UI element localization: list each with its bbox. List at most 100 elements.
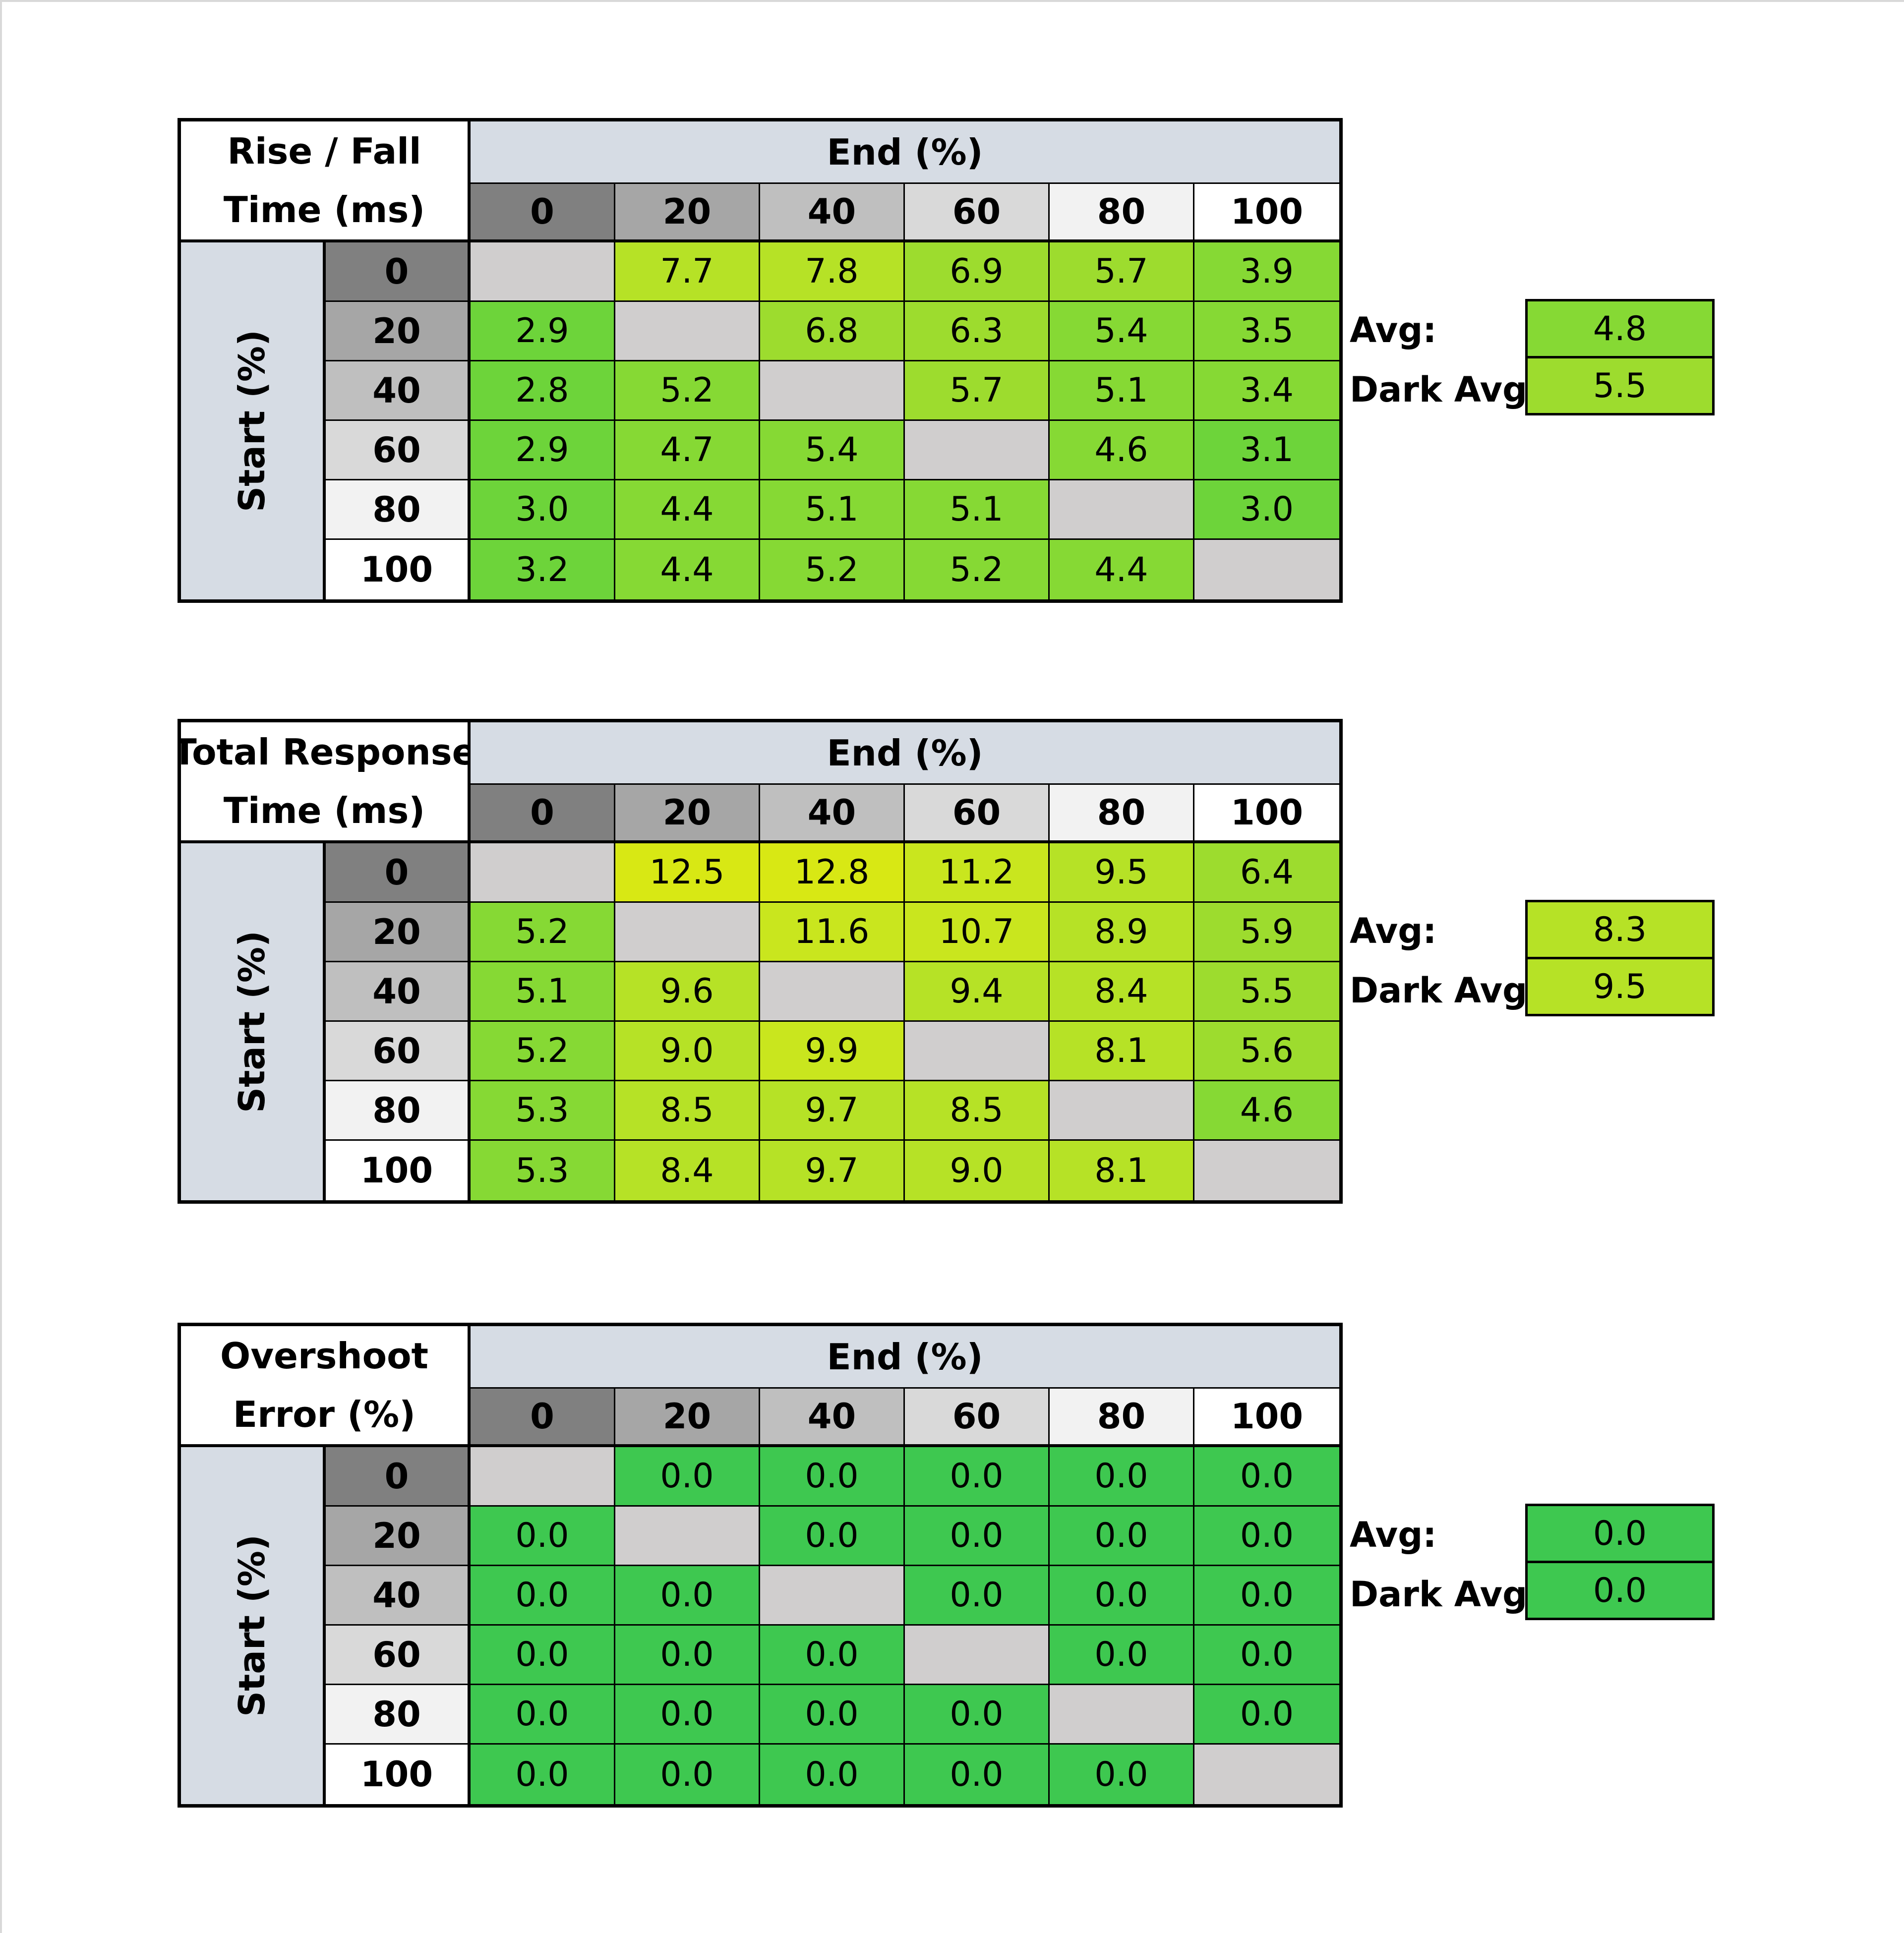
column-header: 60 <box>905 184 1050 242</box>
value-cell: 10.7 <box>905 903 1050 962</box>
empty-cell <box>471 242 615 302</box>
value-cell: 0.0 <box>1194 1566 1339 1626</box>
start-axis-label: Start (%) <box>181 242 326 599</box>
row-header: 100 <box>326 1745 471 1804</box>
value-cell: 0.0 <box>905 1745 1050 1804</box>
value-cell: 6.4 <box>1194 843 1339 903</box>
empty-cell <box>471 1447 615 1507</box>
value-cell: 0.0 <box>1194 1626 1339 1685</box>
value-cell: 5.1 <box>1050 361 1194 421</box>
row-header: 0 <box>326 843 471 903</box>
empty-cell <box>760 962 905 1022</box>
dark-avg-label: Dark Avg: <box>1350 369 1542 410</box>
value-cell: 0.0 <box>905 1507 1050 1566</box>
row-header: 100 <box>326 540 471 599</box>
empty-cell <box>760 1566 905 1626</box>
column-header: 80 <box>1050 184 1194 242</box>
empty-cell <box>1050 1685 1194 1745</box>
column-header: 0 <box>471 184 615 242</box>
column-header: 100 <box>1194 1389 1339 1447</box>
row-header: 60 <box>326 421 471 480</box>
value-cell: 5.4 <box>1050 302 1194 361</box>
row-header: 60 <box>326 1022 471 1081</box>
empty-cell <box>615 903 760 962</box>
value-cell: 4.4 <box>1050 540 1194 599</box>
value-cell: 12.5 <box>615 843 760 903</box>
empty-cell <box>905 421 1050 480</box>
column-header: 0 <box>471 1389 615 1447</box>
start-axis-label: Start (%) <box>181 843 326 1200</box>
value-cell: 8.1 <box>1050 1022 1194 1081</box>
heatmap-table: Total Response Time (ms) End (%) 0 20 40 60 80 1… <box>178 719 1343 1204</box>
row-header: 0 <box>326 242 471 302</box>
row-header: 100 <box>326 1141 471 1200</box>
value-cell: 5.1 <box>905 480 1050 540</box>
value-cell: 5.4 <box>760 421 905 480</box>
value-cell: 5.2 <box>471 1022 615 1081</box>
heatmap-table: Overshoot Error (%) End (%) 0 20 40 60 80 100 Sta… <box>178 1323 1343 1808</box>
heatmap-panel: Total Response Time (ms) End (%) 0 20 40 60 80 1… <box>0 719 1904 1215</box>
value-cell: 0.0 <box>760 1447 905 1507</box>
value-cell: 9.0 <box>615 1022 760 1081</box>
value-cell: 3.5 <box>1194 302 1339 361</box>
value-cell: 12.8 <box>760 843 905 903</box>
value-cell: 9.0 <box>905 1141 1050 1200</box>
value-cell: 5.6 <box>1194 1022 1339 1081</box>
value-cell: 0.0 <box>471 1566 615 1626</box>
column-header: 0 <box>471 785 615 843</box>
dark-avg-value: 0.0 <box>1525 1561 1715 1620</box>
empty-cell <box>760 361 905 421</box>
value-cell: 0.0 <box>471 1507 615 1566</box>
value-cell: 0.0 <box>905 1685 1050 1745</box>
row-header: 20 <box>326 302 471 361</box>
value-cell: 0.0 <box>1050 1507 1194 1566</box>
table-title: Total Response Time (ms) <box>181 722 471 843</box>
value-cell: 0.0 <box>760 1626 905 1685</box>
value-cell: 9.6 <box>615 962 760 1022</box>
value-cell: 8.4 <box>1050 962 1194 1022</box>
value-cell: 5.2 <box>760 540 905 599</box>
value-cell: 5.3 <box>471 1141 615 1200</box>
column-header: 100 <box>1194 785 1339 843</box>
avg-label: Avg: <box>1350 911 1437 951</box>
value-cell: 8.9 <box>1050 903 1194 962</box>
row-header: 80 <box>326 480 471 540</box>
value-cell: 0.0 <box>760 1745 905 1804</box>
dark-avg-value: 9.5 <box>1525 957 1715 1016</box>
value-cell: 9.5 <box>1050 843 1194 903</box>
value-cell: 9.7 <box>760 1141 905 1200</box>
value-cell: 7.7 <box>615 242 760 302</box>
value-cell: 3.0 <box>471 480 615 540</box>
start-axis-text: Start (%) <box>231 931 273 1113</box>
heatmap-panel: Rise / Fall Time (ms) End (%) 0 20 40 60 80 100 S… <box>0 118 1904 614</box>
value-cell: 8.5 <box>615 1081 760 1141</box>
dark-avg-label: Dark Avg: <box>1350 970 1542 1011</box>
value-cell: 5.7 <box>905 361 1050 421</box>
value-cell: 0.0 <box>471 1685 615 1745</box>
value-cell: 6.3 <box>905 302 1050 361</box>
value-cell: 0.0 <box>615 1745 760 1804</box>
column-header: 60 <box>905 785 1050 843</box>
empty-cell <box>1194 1745 1339 1804</box>
row-header: 60 <box>326 1626 471 1685</box>
start-axis-text: Start (%) <box>231 330 273 512</box>
value-cell: 0.0 <box>1050 1626 1194 1685</box>
value-cell: 11.6 <box>760 903 905 962</box>
value-cell: 11.2 <box>905 843 1050 903</box>
value-cell: 2.9 <box>471 421 615 480</box>
value-cell: 0.0 <box>615 1566 760 1626</box>
value-cell: 5.5 <box>1194 962 1339 1022</box>
value-cell: 5.1 <box>760 480 905 540</box>
value-cell: 5.3 <box>471 1081 615 1141</box>
value-cell: 9.7 <box>760 1081 905 1141</box>
row-header: 40 <box>326 361 471 421</box>
empty-cell <box>1194 1141 1339 1200</box>
row-header: 40 <box>326 962 471 1022</box>
end-axis-label: End (%) <box>471 722 1339 785</box>
table-title-line: Error (%) <box>233 1394 416 1435</box>
table-title-line: Time (ms) <box>223 189 425 231</box>
value-cell: 7.8 <box>760 242 905 302</box>
avg-label: Avg: <box>1350 1515 1437 1555</box>
value-cell: 3.4 <box>1194 361 1339 421</box>
value-cell: 2.8 <box>471 361 615 421</box>
